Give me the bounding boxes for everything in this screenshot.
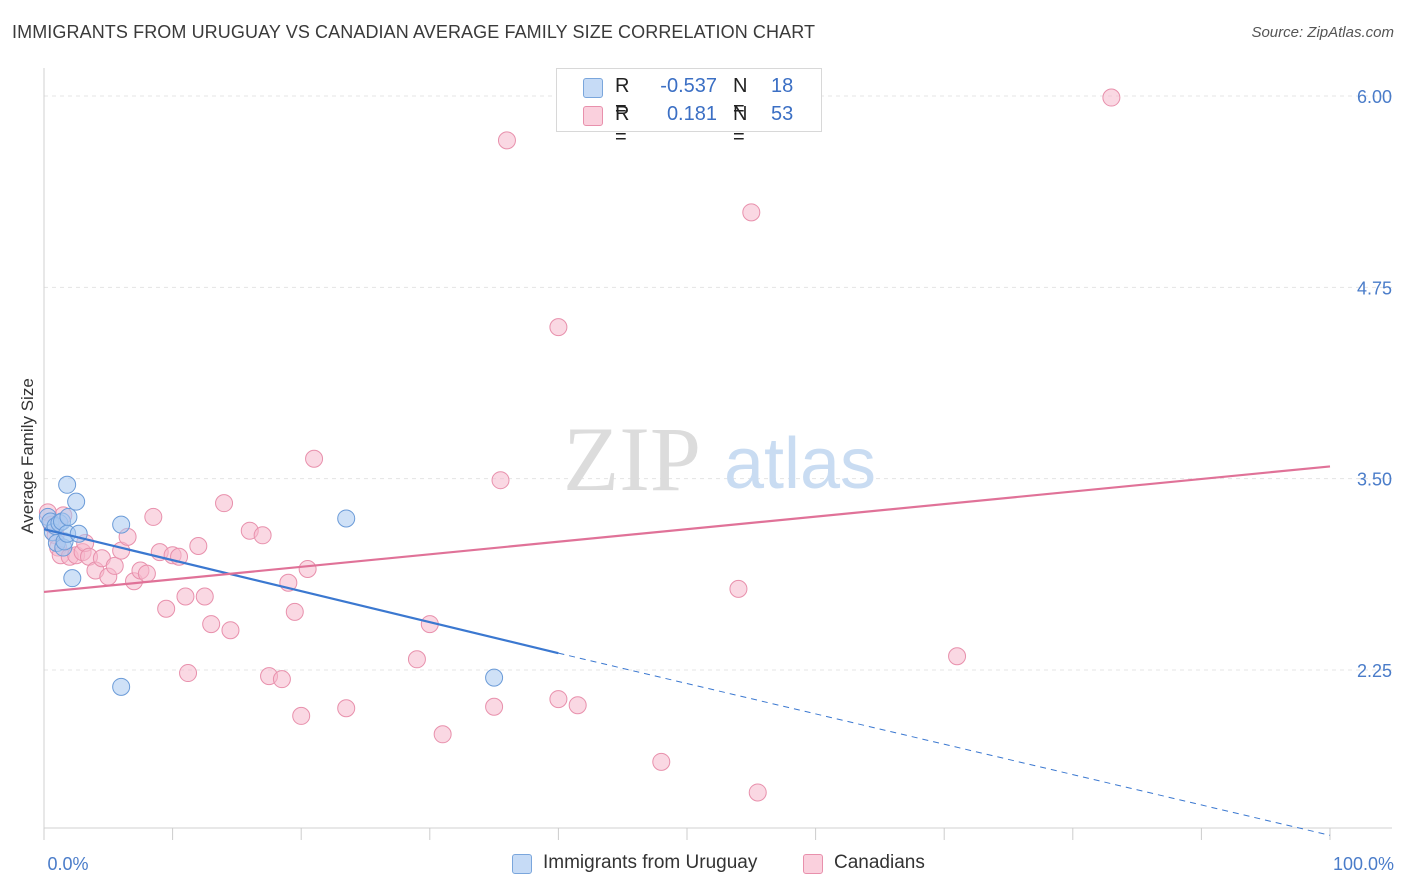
canadians-point — [272, 670, 291, 689]
canadians-point — [491, 471, 510, 490]
legend-r-value: 0.181 — [666, 103, 717, 125]
canadians-point — [298, 559, 317, 578]
legend-n-label: N = — [733, 75, 748, 120]
y-tick-label: 3.50 — [1357, 470, 1392, 490]
bottom-legend-swatch-uruguay — [512, 854, 532, 874]
uruguay-trend-line — [43, 528, 559, 655]
canadians-point — [221, 621, 240, 640]
y-axis-title: Average Family Size — [18, 378, 37, 534]
canadians-point — [1102, 88, 1121, 107]
watermark-atlas: atlas — [724, 424, 876, 504]
uruguay-point — [112, 515, 131, 534]
canadians-point — [748, 783, 767, 802]
canadians-point — [253, 526, 272, 545]
legend-n-label: N = — [733, 103, 748, 148]
uruguay-point — [337, 509, 356, 528]
canadians-point — [549, 318, 568, 337]
legend-r-value: -0.537 — [660, 75, 717, 97]
canadians-point — [157, 599, 176, 618]
canadians-point — [202, 615, 221, 634]
canadians-point — [742, 203, 761, 222]
canadians-point — [144, 507, 163, 526]
bottom-legend-label-uruguay: Immigrants from Uruguay — [543, 852, 758, 873]
canadians-point — [137, 564, 156, 583]
watermark: ZIP atlas — [563, 408, 876, 510]
legend-r-label: R = — [615, 75, 630, 120]
uruguay-point — [63, 569, 82, 588]
uruguay-point — [58, 475, 77, 494]
correlation-legend: R = -0.537 N = 18 R = 0.181 N = 53 — [556, 68, 822, 148]
bottom-legend-label-canadians: Canadians — [834, 852, 925, 873]
legend-r-label: R = — [615, 103, 630, 148]
canadians-point — [176, 587, 195, 606]
uruguay-trend-extension — [558, 652, 1331, 836]
canadians-point — [497, 131, 516, 150]
trend-lines — [43, 465, 1331, 836]
x-tick-label: 100.0% — [1333, 854, 1394, 874]
canadians-point — [292, 706, 311, 725]
x-tick-label: 0.0% — [47, 854, 88, 874]
uruguay-point — [112, 677, 131, 696]
canadians-point — [105, 556, 124, 575]
canadians-point — [337, 699, 356, 718]
legend-n-value: 53 — [771, 103, 794, 125]
canadians-point — [407, 650, 426, 669]
chart-title: IMMIGRANTS FROM URUGUAY VS CANADIAN AVER… — [12, 22, 816, 42]
watermark-zip: ZIP — [563, 408, 701, 510]
legend-swatch-canadians — [583, 106, 603, 126]
canadians-point — [285, 602, 304, 621]
bottom-legend-swatch-canadians — [803, 854, 823, 874]
canadians-point — [729, 579, 748, 598]
source-label: Source: ZipAtlas.com — [1251, 24, 1394, 41]
canadians-point — [652, 752, 671, 771]
canadians-point — [948, 647, 967, 666]
y-tick-label: 4.75 — [1357, 278, 1392, 298]
canadians-point — [179, 664, 198, 683]
tick-labels: 2.25 3.50 4.75 6.00 0.0% 100.0% — [47, 87, 1394, 874]
canadians-point — [189, 537, 208, 556]
canadians-point — [305, 449, 324, 468]
y-tick-label: 2.25 — [1357, 661, 1392, 681]
uruguay-point — [59, 507, 78, 526]
canadians-point — [549, 690, 568, 709]
canadians-point — [195, 587, 214, 606]
legend-swatch-uruguay — [583, 78, 603, 98]
canadians-point — [433, 725, 452, 744]
uruguay-point — [485, 668, 504, 687]
canadians-trend-line — [43, 465, 1331, 594]
legend-n-value: 18 — [771, 75, 794, 97]
canadians-point — [215, 494, 234, 513]
y-tick-label: 6.00 — [1357, 87, 1392, 107]
uruguay-point — [67, 492, 86, 511]
canadians-point — [485, 697, 504, 716]
axes — [43, 68, 1392, 840]
canadians-point — [568, 696, 587, 715]
grid-lines — [44, 95, 1392, 671]
